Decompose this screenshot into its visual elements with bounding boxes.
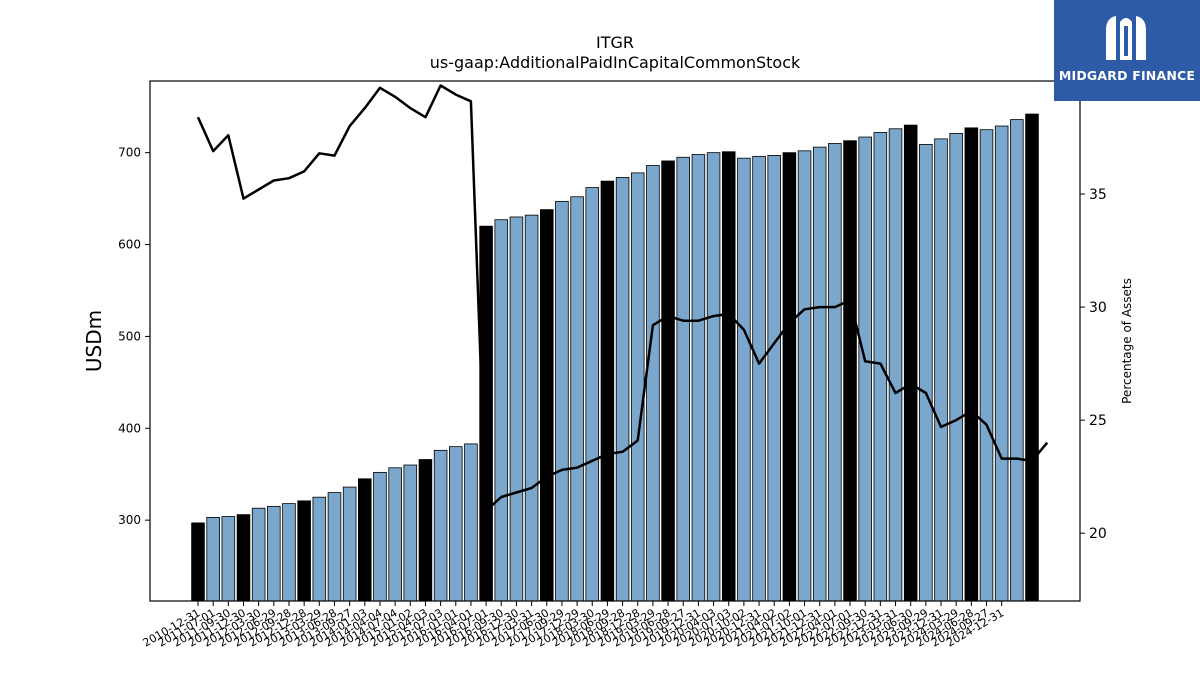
bar — [494, 219, 509, 602]
bar — [539, 209, 554, 602]
bar — [403, 464, 418, 602]
bar — [449, 446, 463, 602]
y-tick-label: 700 — [118, 146, 141, 160]
bar — [1010, 119, 1024, 602]
midgard-finance-logo: MIDGARD FINANCE — [1054, 0, 1200, 101]
chart-title: ITGR — [596, 33, 634, 52]
chart-subtitle: us-gaap:AdditionalPaidInCapitalCommonSto… — [430, 53, 801, 72]
bar — [433, 449, 448, 602]
bar — [630, 172, 645, 602]
bar — [236, 514, 251, 602]
y2-tick-label: 20 — [1089, 526, 1107, 542]
bar — [888, 128, 903, 602]
bar — [555, 200, 569, 602]
bar — [721, 151, 736, 602]
bar — [812, 146, 827, 602]
bar — [782, 152, 797, 602]
plot-frame — [149, 80, 1081, 602]
y-tick-label: 400 — [118, 421, 141, 435]
bar — [206, 516, 220, 602]
left-axis: 300 400 500 600 700 — [118, 146, 150, 527]
x-axis: 2010-12-312011-07-012011-09-302011-12-30… — [141, 601, 1006, 650]
bar — [691, 154, 706, 602]
bar — [221, 516, 236, 602]
bar — [585, 187, 600, 602]
y-tick-label: 300 — [118, 513, 141, 527]
bar — [418, 459, 433, 602]
bar — [676, 156, 691, 602]
bar — [994, 125, 1009, 602]
bar — [191, 522, 205, 602]
bar — [373, 471, 387, 602]
bar — [509, 216, 524, 602]
bar — [388, 467, 402, 602]
bar — [570, 196, 584, 602]
y-axis-label: USDm — [82, 310, 106, 372]
bar — [737, 157, 751, 602]
bar — [949, 132, 963, 602]
bar — [797, 150, 812, 602]
y2-axis-label: Percentage of Assets — [1120, 278, 1134, 404]
bar — [267, 505, 281, 602]
bar — [327, 492, 342, 602]
bar — [752, 155, 766, 602]
bar — [646, 165, 660, 602]
bar — [358, 478, 372, 602]
line-series — [196, 84, 1049, 512]
y2-tick-label: 35 — [1089, 187, 1107, 203]
bar — [767, 155, 781, 602]
bar — [858, 136, 872, 602]
bar — [873, 132, 888, 602]
bar — [297, 500, 311, 602]
bar — [282, 503, 296, 602]
bar — [342, 486, 357, 602]
line-layer — [196, 84, 1049, 512]
bar — [661, 160, 675, 602]
y-tick-label: 500 — [118, 329, 141, 343]
bar — [464, 443, 478, 602]
y-tick-label: 600 — [118, 238, 141, 252]
bar — [251, 507, 266, 602]
bar — [706, 152, 721, 602]
bar — [919, 143, 933, 602]
bar — [843, 140, 857, 602]
bars-layer — [191, 113, 1039, 602]
logo-mark-icon — [1106, 16, 1146, 60]
bar — [524, 214, 539, 602]
right-axis: 20 25 30 35 — [1080, 187, 1107, 542]
y2-tick-label: 25 — [1089, 413, 1107, 429]
logo-brand-text: MIDGARD FINANCE — [1058, 68, 1196, 83]
bar — [934, 138, 948, 602]
bar — [979, 129, 994, 602]
bar — [1025, 113, 1039, 602]
bar — [312, 496, 327, 602]
bar — [615, 177, 630, 602]
y2-tick-label: 30 — [1089, 300, 1107, 316]
bar — [600, 180, 615, 602]
bar — [964, 127, 979, 602]
bar — [903, 124, 918, 602]
bar — [828, 143, 842, 602]
